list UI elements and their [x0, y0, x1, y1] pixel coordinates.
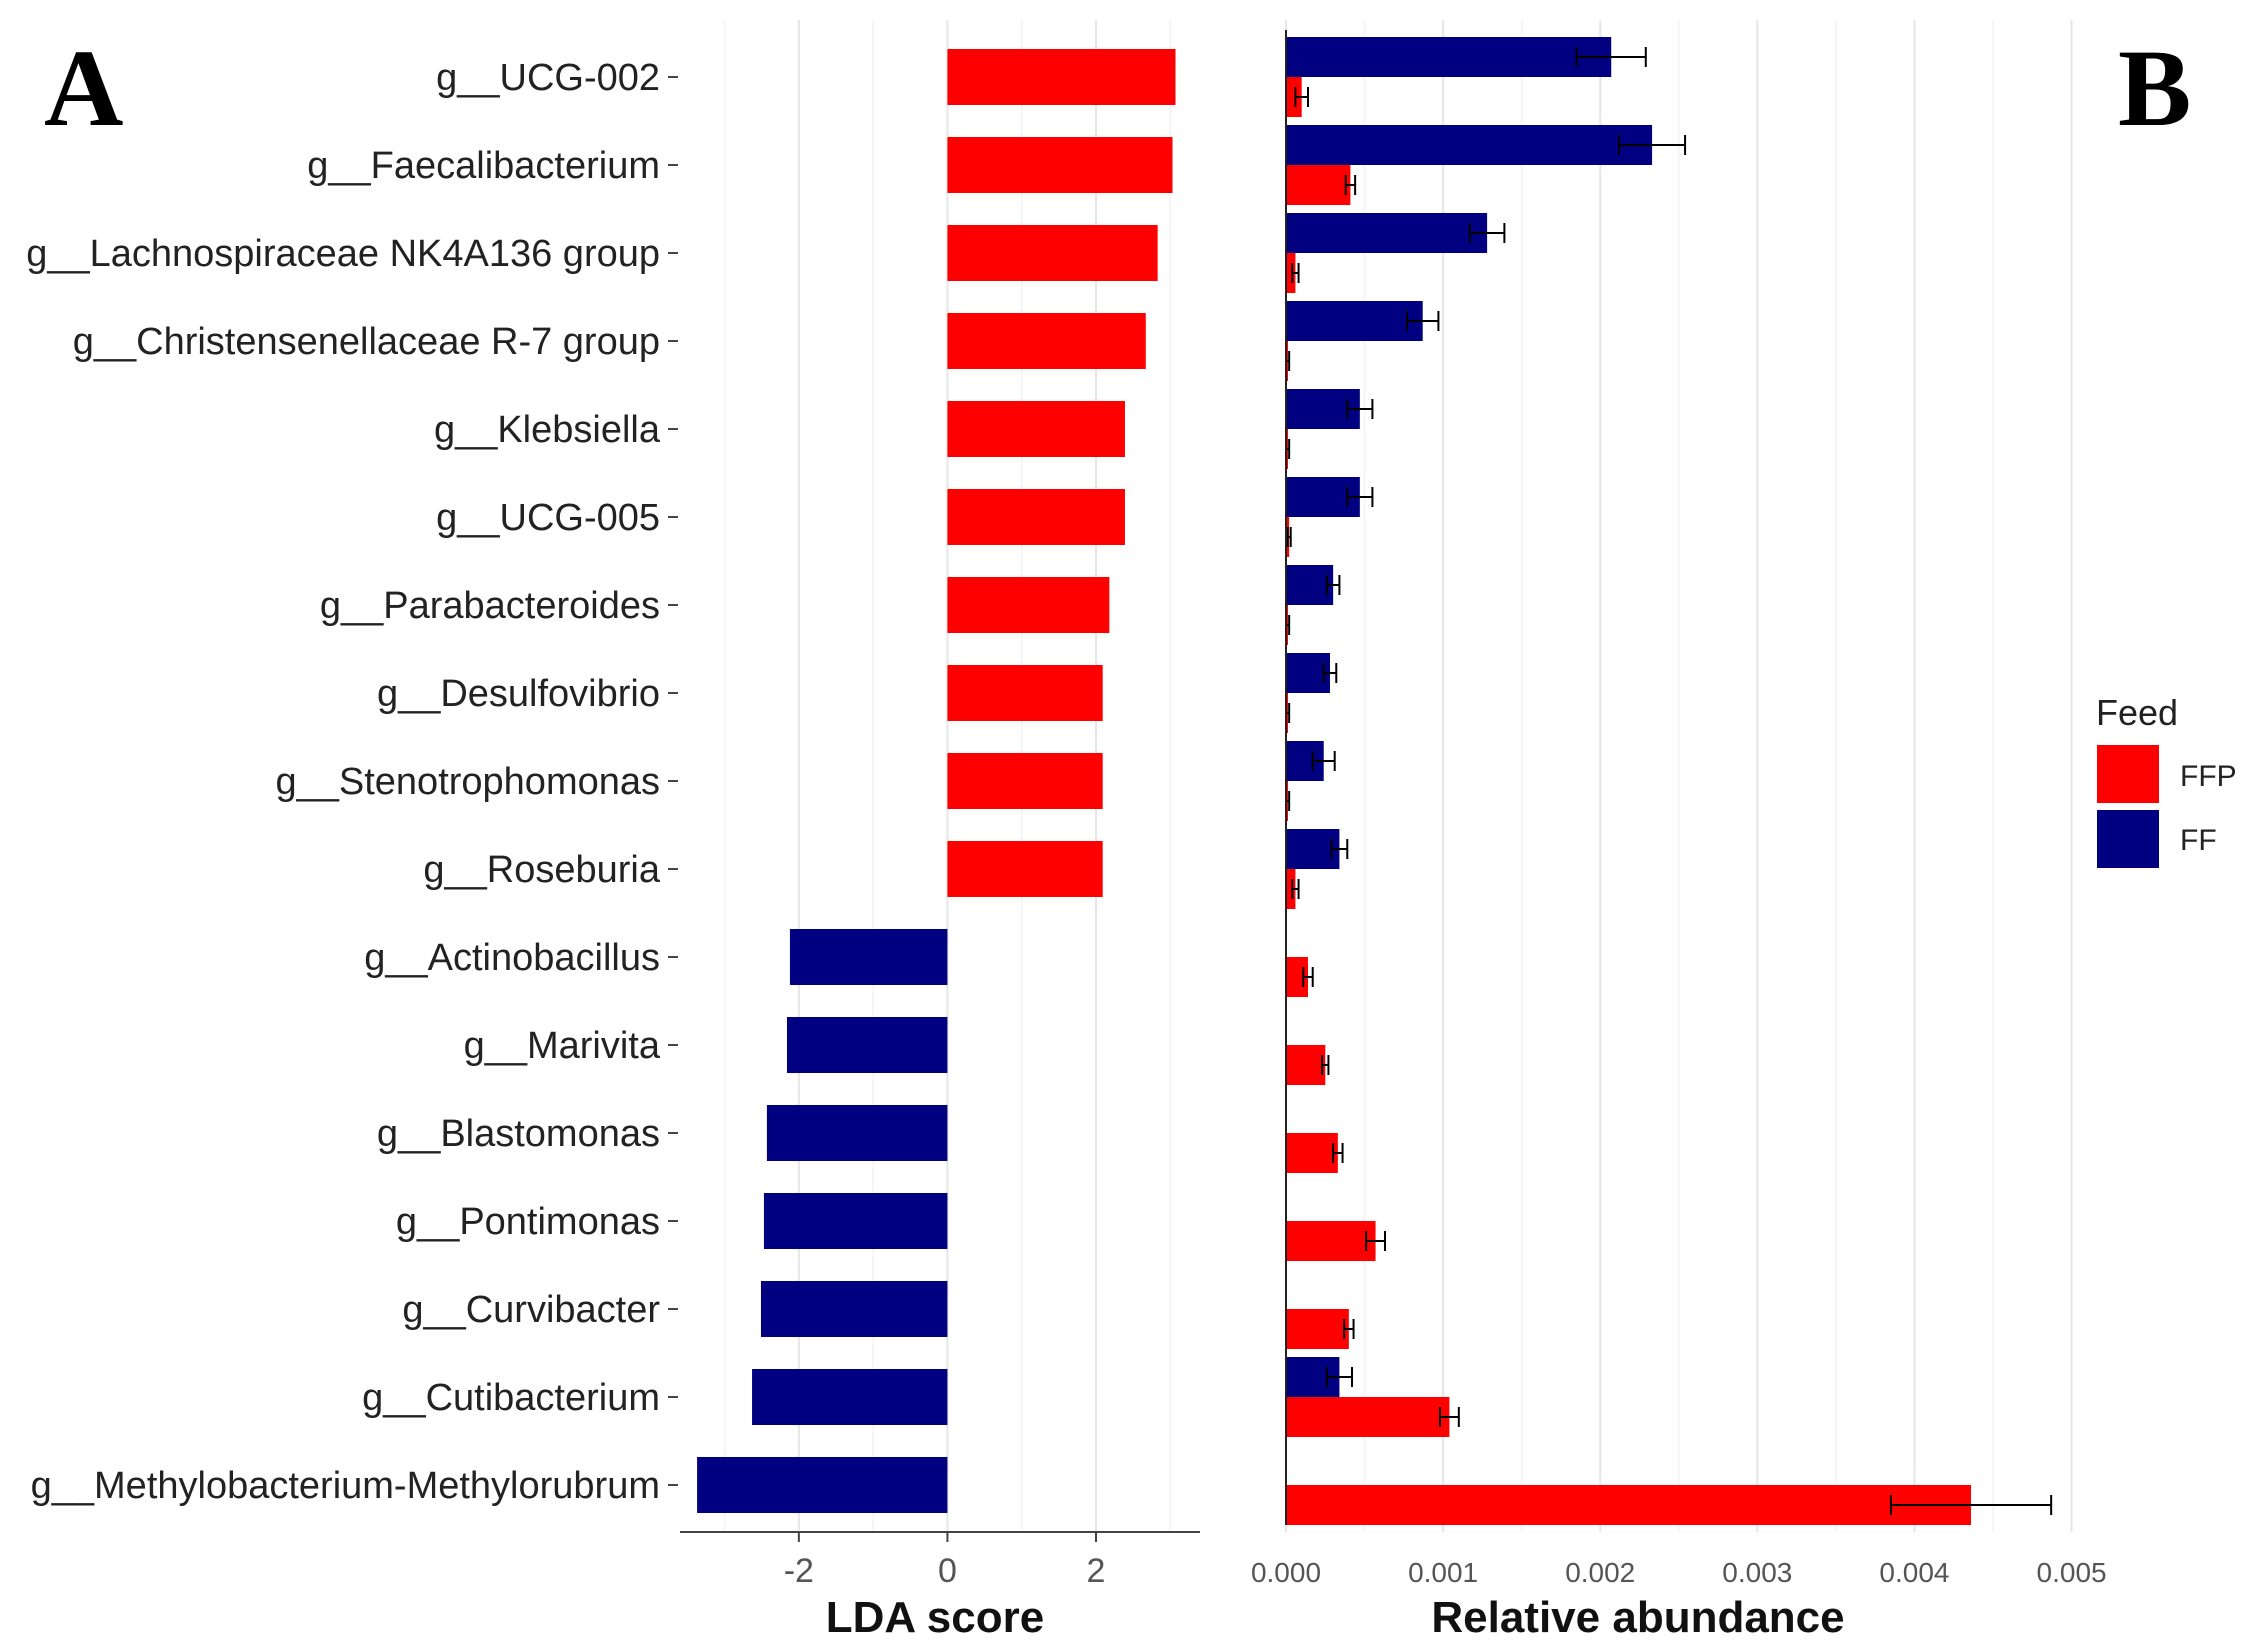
abundance-tick-label: 0.002 [1565, 1557, 1635, 1588]
lda-axis-title: LDA score [826, 1593, 1044, 1642]
abundance-bar-ffp [1286, 1309, 1349, 1349]
category-label: g__Methylobacterium-Methylorubrum [31, 1465, 660, 1507]
abundance-bar-ffp [1286, 1133, 1338, 1173]
abundance-tick-label: 0.004 [1879, 1557, 1949, 1588]
lda-bar [947, 49, 1176, 105]
legend-title: Feed [2096, 692, 2178, 733]
category-label: g__Christensenellaceae R-7 group [73, 321, 660, 363]
abundance-bar-ffp [1286, 1485, 1972, 1525]
lda-bar [947, 841, 1103, 897]
abundance-bar-ffp [1286, 165, 1351, 205]
category-label: g__Cutibacterium [362, 1377, 660, 1419]
abundance-bar-ff [1286, 213, 1488, 253]
abundance-gridlines [1285, 20, 2073, 1532]
lda-bar [786, 1017, 948, 1073]
lda-bar [697, 1457, 948, 1513]
panel-label-b: B [2118, 27, 2191, 149]
legend-label-ff: FF [2180, 824, 2217, 857]
category-label: g__Stenotrophomonas [275, 761, 660, 803]
lda-tick-label: 2 [1087, 1552, 1106, 1590]
abundance-tick-label: 0.000 [1251, 1557, 1321, 1588]
panel-label-a: A [44, 27, 123, 149]
category-labels: g__UCG-002 g__Faecalibacterium g__Lachnosp… [26, 57, 678, 1507]
abundance-axis-title: Relative abundance [1431, 1593, 1844, 1642]
abundance-tick-label: 0.003 [1722, 1557, 1792, 1588]
abundance-bar-ffp [1286, 77, 1302, 117]
abundance-bar-ffp [1286, 1045, 1326, 1085]
legend-label-ffp: FFP [2180, 760, 2237, 793]
abundance-bar-ffp [1286, 1397, 1450, 1437]
abundance-bar-ff [1286, 653, 1330, 693]
lda-tick-label: -2 [784, 1552, 814, 1590]
category-label: g__UCG-005 [436, 497, 660, 539]
lda-tick-label: 0 [938, 1552, 957, 1590]
category-label: g__Roseburia [423, 849, 660, 891]
abundance-axis: 0.000 0.001 0.002 0.003 0.004 0.005 [1251, 30, 2107, 1588]
abundance-bars [1285, 37, 2053, 1525]
lda-bar [947, 313, 1146, 369]
category-label: g__UCG-002 [436, 57, 660, 99]
category-label: g__Lachnospiraceae NK4A136 group [26, 233, 660, 275]
category-label: g__Desulfovibrio [377, 673, 660, 715]
legend-swatch-ffp [2097, 745, 2159, 803]
category-label: g__Curvibacter [402, 1289, 660, 1331]
abundance-tick-label: 0.005 [2037, 1557, 2107, 1588]
lda-bars [697, 49, 1176, 1513]
category-label: g__Actinobacillus [364, 937, 660, 979]
lda-bar [766, 1105, 948, 1161]
lda-bar [947, 401, 1125, 457]
category-label: g__Faecalibacterium [307, 145, 660, 187]
abundance-bar-ffp [1286, 869, 1296, 909]
abundance-tick-label: 0.001 [1408, 1557, 1478, 1588]
lda-bar [763, 1193, 948, 1249]
abundance-bar-ff [1286, 565, 1334, 605]
category-label: g__Marivita [464, 1025, 661, 1067]
lda-bar [789, 929, 948, 985]
lda-bar [752, 1369, 948, 1425]
lda-axis: -2 0 2 [680, 1531, 1200, 1590]
category-label: g__Blastomonas [377, 1113, 660, 1155]
lda-bar [947, 753, 1103, 809]
abundance-bar-ffp [1286, 1221, 1376, 1261]
lda-bar [947, 225, 1158, 281]
lda-bar [947, 665, 1103, 721]
feed-legend: Feed FFP FF [2096, 692, 2237, 868]
abundance-bar-ff [1286, 829, 1340, 869]
category-label: g__Klebsiella [434, 409, 661, 451]
category-label: g__Pontimonas [396, 1201, 660, 1243]
abundance-bar-ff [1286, 37, 1612, 77]
lda-bar [947, 137, 1173, 193]
lda-bar [760, 1281, 948, 1337]
category-label: g__Parabacteroides [320, 585, 660, 627]
legend-swatch-ff [2097, 810, 2159, 868]
lda-bar [947, 489, 1125, 545]
lda-bar [947, 577, 1110, 633]
abundance-bar-ff [1286, 301, 1423, 341]
abundance-bar-ffp [1286, 253, 1296, 293]
abundance-bar-ff [1286, 125, 1653, 165]
